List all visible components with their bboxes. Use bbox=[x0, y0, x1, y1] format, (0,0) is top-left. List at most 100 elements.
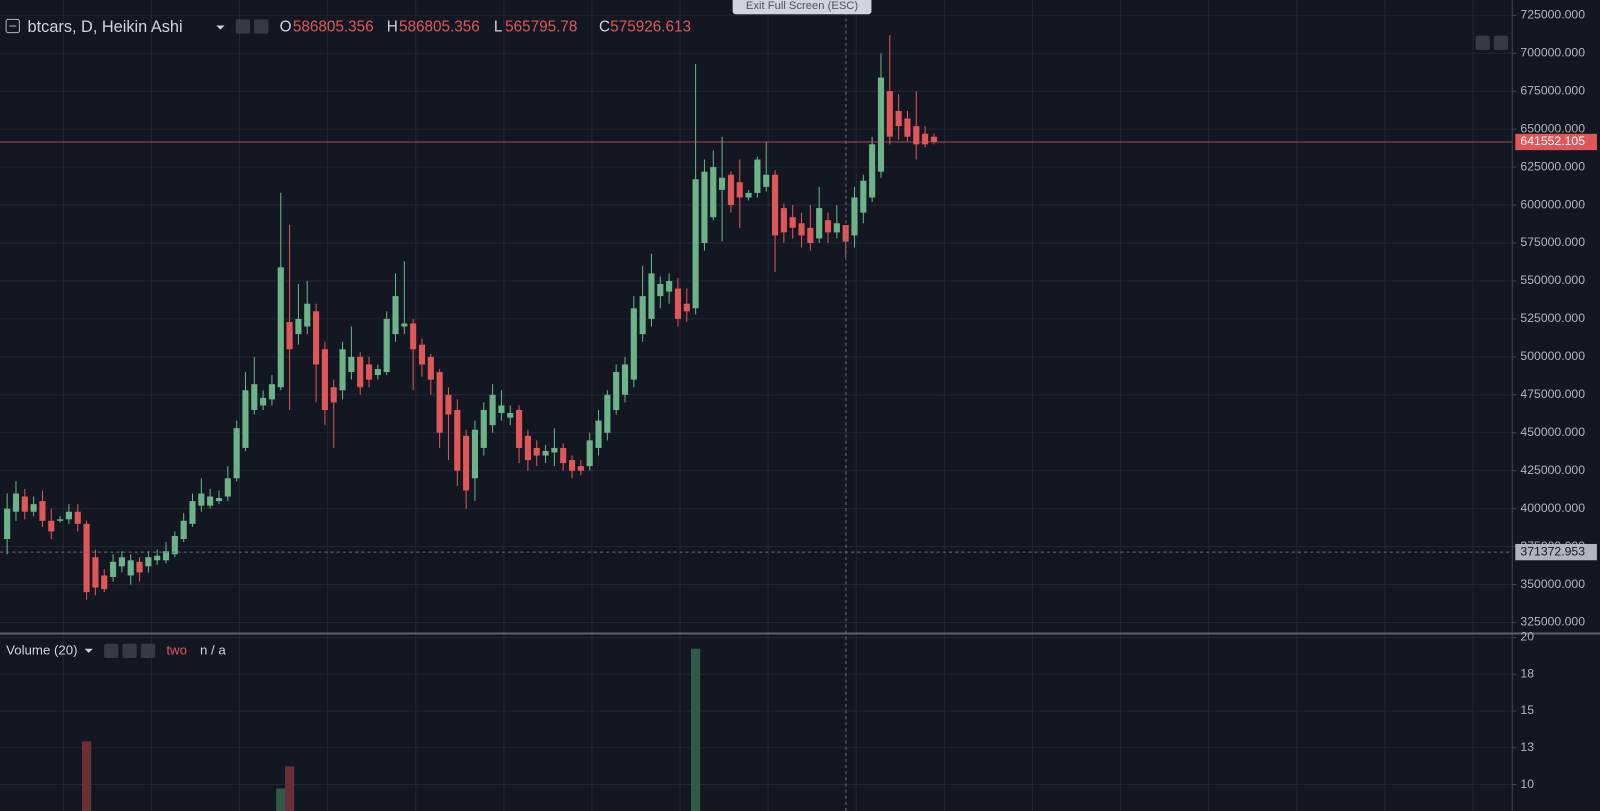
volume-settings-button[interactable] bbox=[122, 643, 137, 658]
ohlc-label: L bbox=[494, 19, 503, 36]
candle-body bbox=[922, 133, 929, 145]
candle-body bbox=[74, 511, 81, 524]
candle-body bbox=[657, 283, 664, 297]
candle-body bbox=[110, 561, 117, 577]
y-tick-label: 325000.000 bbox=[1520, 615, 1585, 629]
candle-body bbox=[57, 519, 64, 521]
marks bbox=[0, 35, 1513, 811]
volume-remove-button[interactable] bbox=[140, 643, 156, 658]
candle-body bbox=[498, 405, 505, 414]
candle-body bbox=[65, 511, 72, 520]
candle-body bbox=[286, 321, 293, 350]
candle-body bbox=[304, 303, 311, 327]
candle-body bbox=[418, 344, 426, 365]
last-price-label: 641552.105 bbox=[1520, 134, 1585, 148]
candle-body bbox=[101, 575, 108, 590]
candle-body bbox=[198, 493, 205, 506]
candle-body bbox=[330, 387, 337, 403]
candle-body bbox=[604, 394, 611, 433]
candle-body bbox=[577, 466, 584, 471]
candle-body bbox=[136, 561, 143, 573]
settings-button[interactable] bbox=[254, 19, 269, 34]
candle-body bbox=[780, 208, 787, 233]
candle-body bbox=[365, 364, 373, 380]
candle-body bbox=[904, 118, 911, 137]
candle-body bbox=[869, 144, 876, 198]
candle-body bbox=[454, 409, 461, 471]
y-tick-label: 13 bbox=[1520, 740, 1534, 754]
candle-body bbox=[277, 267, 284, 388]
y-tick-label: 400000.000 bbox=[1520, 501, 1585, 515]
candle-body bbox=[118, 557, 125, 567]
candle-body bbox=[471, 429, 479, 479]
candle-body bbox=[207, 496, 214, 506]
candle-body bbox=[630, 308, 637, 380]
y-tick-label: 15 bbox=[1520, 703, 1534, 717]
candle-body bbox=[83, 523, 90, 593]
candle-body bbox=[877, 77, 885, 172]
candle-body bbox=[807, 227, 814, 244]
candle-body bbox=[260, 397, 267, 406]
candle-body bbox=[162, 551, 170, 561]
candle-body bbox=[171, 535, 178, 555]
ohlc-label: O bbox=[280, 19, 292, 36]
candle-body bbox=[268, 384, 275, 400]
candle-body bbox=[851, 197, 858, 236]
last-price-tag bbox=[1515, 133, 1597, 151]
candle-body bbox=[233, 428, 240, 479]
candle-body bbox=[348, 356, 355, 373]
volume-bar bbox=[81, 741, 92, 811]
y-tick-label: 450000.000 bbox=[1520, 425, 1585, 439]
candle-body bbox=[727, 174, 734, 206]
collapse-button[interactable] bbox=[5, 18, 20, 34]
candle-body bbox=[92, 557, 99, 588]
volume-argument: two bbox=[166, 642, 187, 657]
volume-dropdown[interactable] bbox=[84, 648, 93, 653]
candle-body bbox=[674, 288, 682, 319]
y-tick-label: 10 bbox=[1520, 777, 1534, 791]
ohlc-label: H bbox=[387, 19, 398, 36]
ohlc-value: 565795.78 bbox=[505, 19, 577, 36]
candle-body bbox=[189, 501, 196, 524]
candle-body bbox=[533, 447, 540, 456]
ohlc-value: 586805.356 bbox=[399, 19, 480, 36]
candle-body bbox=[745, 192, 752, 198]
scale-button[interactable] bbox=[1493, 35, 1509, 50]
candle-body bbox=[895, 110, 902, 127]
title-dropdown[interactable] bbox=[216, 25, 225, 30]
candle-body bbox=[489, 394, 496, 426]
candle-body bbox=[771, 174, 779, 236]
volume-bar bbox=[284, 766, 295, 811]
y-tick-label: 20 bbox=[1520, 630, 1534, 644]
volume-title: Volume (20) bbox=[6, 642, 77, 657]
candle-body bbox=[392, 296, 399, 335]
y-tick-label: 500000.000 bbox=[1520, 349, 1585, 363]
ohlc-value: 575926.613 bbox=[610, 19, 691, 36]
exit-fullscreen-button[interactable] bbox=[732, 0, 872, 15]
candle-body bbox=[12, 493, 20, 512]
visibility-button[interactable] bbox=[235, 19, 250, 34]
candle-body bbox=[48, 520, 55, 532]
candle-body bbox=[321, 349, 328, 410]
volume-visibility-button[interactable] bbox=[104, 643, 119, 658]
candle-body bbox=[480, 409, 487, 448]
candle-body bbox=[930, 136, 937, 142]
candle-body bbox=[833, 223, 840, 233]
candle-body bbox=[639, 296, 646, 335]
candle-body bbox=[21, 496, 28, 512]
candle-body bbox=[816, 208, 823, 239]
candle-body bbox=[648, 273, 655, 319]
candle-body bbox=[410, 323, 417, 350]
candle-body bbox=[701, 171, 708, 244]
candle-body bbox=[789, 217, 796, 228]
candle-body bbox=[824, 220, 832, 233]
candle-body bbox=[357, 356, 364, 388]
candle-body bbox=[516, 409, 523, 448]
y-tick-label: 625000.000 bbox=[1520, 159, 1585, 173]
candle-body bbox=[595, 420, 602, 448]
y-tick-label: 575000.000 bbox=[1520, 235, 1585, 249]
candle-body bbox=[4, 508, 11, 540]
scroll-button[interactable] bbox=[1475, 35, 1490, 50]
